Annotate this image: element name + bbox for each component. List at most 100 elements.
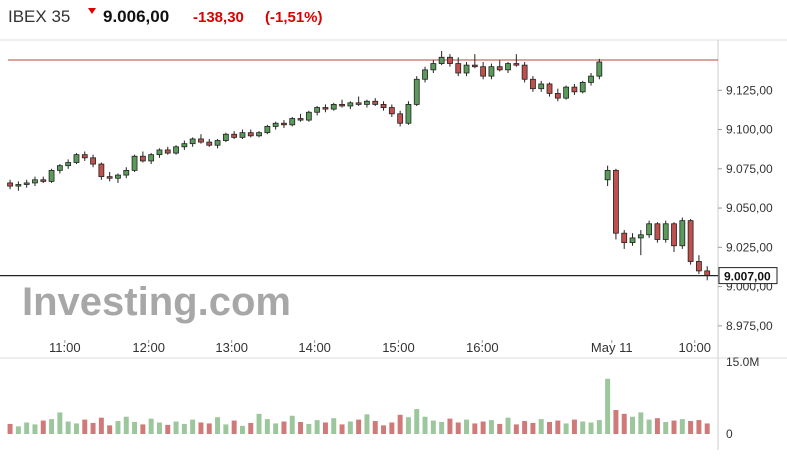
y-tick-label: 9.050,00 bbox=[726, 201, 773, 215]
volume-bar bbox=[439, 422, 445, 434]
volume-bar bbox=[547, 422, 553, 434]
volume-bar bbox=[389, 422, 395, 434]
volume-bar bbox=[654, 418, 660, 434]
candle-body bbox=[380, 103, 387, 108]
candle-body bbox=[546, 83, 553, 94]
x-tick-label: 12:00 bbox=[132, 340, 165, 355]
candle-body bbox=[148, 154, 155, 162]
candle-body bbox=[704, 270, 711, 277]
candle-body bbox=[646, 223, 653, 236]
candle-body bbox=[32, 179, 38, 184]
candle-body bbox=[264, 125, 271, 134]
volume-bar bbox=[239, 425, 245, 434]
volume-bar bbox=[107, 425, 113, 434]
candle-body bbox=[98, 163, 105, 178]
volume-bar bbox=[688, 421, 694, 434]
volume-bar bbox=[132, 422, 138, 434]
candle-body bbox=[513, 63, 520, 66]
volume-bar bbox=[488, 420, 494, 434]
volume-bar bbox=[663, 422, 669, 434]
volume-bar bbox=[397, 414, 403, 434]
candle-body bbox=[15, 184, 22, 187]
candle-body bbox=[430, 63, 437, 71]
candle-body bbox=[530, 78, 536, 90]
candle-body bbox=[621, 232, 628, 244]
volume-bar bbox=[73, 423, 79, 434]
candle-body bbox=[231, 133, 238, 138]
candle-body bbox=[455, 63, 462, 74]
volume-bar bbox=[356, 419, 362, 434]
candle-body bbox=[90, 157, 96, 165]
volume-bar bbox=[198, 422, 204, 434]
volume-bar bbox=[298, 422, 304, 434]
volume-bar bbox=[497, 423, 503, 434]
volume-bar bbox=[223, 424, 229, 434]
candle-body bbox=[181, 143, 188, 148]
candle-body bbox=[488, 66, 495, 77]
candle-body bbox=[156, 149, 163, 156]
volume-bar bbox=[7, 423, 13, 434]
candle-body bbox=[696, 261, 702, 272]
volume-bar bbox=[704, 423, 710, 434]
candle-body bbox=[671, 223, 677, 247]
volume-bar bbox=[339, 424, 345, 434]
volume-bar bbox=[621, 413, 627, 434]
y-tick-label: 9.075,00 bbox=[726, 162, 773, 176]
candle-body bbox=[579, 82, 586, 93]
volume-bar bbox=[65, 421, 71, 434]
candle-body bbox=[397, 113, 404, 124]
x-tick-label: May 11 bbox=[591, 340, 633, 355]
volume-bar bbox=[90, 422, 96, 434]
volume-bar bbox=[231, 420, 237, 434]
volume-bar bbox=[364, 414, 370, 434]
volume-tick-label: 15.0M bbox=[726, 355, 759, 369]
volume-bar bbox=[281, 421, 287, 434]
volume-bar bbox=[123, 416, 129, 434]
candle-body bbox=[563, 86, 570, 99]
candle-body bbox=[571, 86, 578, 93]
volume-bar bbox=[256, 413, 262, 434]
candle-body bbox=[40, 179, 47, 182]
volume-bar bbox=[464, 419, 470, 434]
x-tick-label: 11:00 bbox=[49, 340, 81, 355]
volume-bar bbox=[472, 423, 478, 434]
volume-bar bbox=[347, 421, 353, 434]
volume-bar bbox=[49, 419, 55, 434]
candle-body bbox=[505, 63, 511, 71]
last-price-tag bbox=[718, 267, 778, 285]
volume-bar bbox=[530, 422, 536, 434]
candle-body bbox=[372, 100, 379, 105]
volume-bar bbox=[82, 419, 88, 434]
volume-bar bbox=[372, 421, 378, 434]
volume-bar bbox=[580, 421, 586, 434]
index-name: IBEX 35 bbox=[8, 7, 70, 26]
volume-bar bbox=[181, 423, 187, 434]
candle-body bbox=[438, 56, 445, 64]
volume-bar bbox=[563, 423, 569, 434]
down-arrow bbox=[88, 8, 96, 14]
volume-bar bbox=[24, 422, 30, 434]
volume-bar bbox=[306, 423, 312, 434]
volume-bar bbox=[696, 420, 702, 434]
candle-body bbox=[538, 83, 545, 90]
volume-bar bbox=[215, 417, 221, 434]
candle-body bbox=[596, 61, 603, 77]
candle-body bbox=[413, 78, 420, 105]
candle-body bbox=[189, 138, 196, 145]
candle-body bbox=[687, 220, 694, 262]
candle-body bbox=[447, 56, 453, 64]
volume-bar bbox=[206, 423, 212, 434]
candle-body bbox=[314, 107, 321, 113]
candle-body bbox=[297, 118, 304, 121]
volume-bar bbox=[314, 420, 320, 434]
volume-bar bbox=[414, 409, 420, 434]
x-tick-label: 15:00 bbox=[382, 340, 415, 355]
candle-body bbox=[405, 103, 412, 124]
volume-bar bbox=[430, 420, 436, 434]
volume-bar bbox=[596, 420, 602, 434]
change: -138,30 bbox=[193, 9, 244, 26]
volume-bar bbox=[646, 419, 652, 434]
candle-body bbox=[613, 169, 619, 234]
x-tick-label: 13:00 bbox=[215, 340, 248, 355]
